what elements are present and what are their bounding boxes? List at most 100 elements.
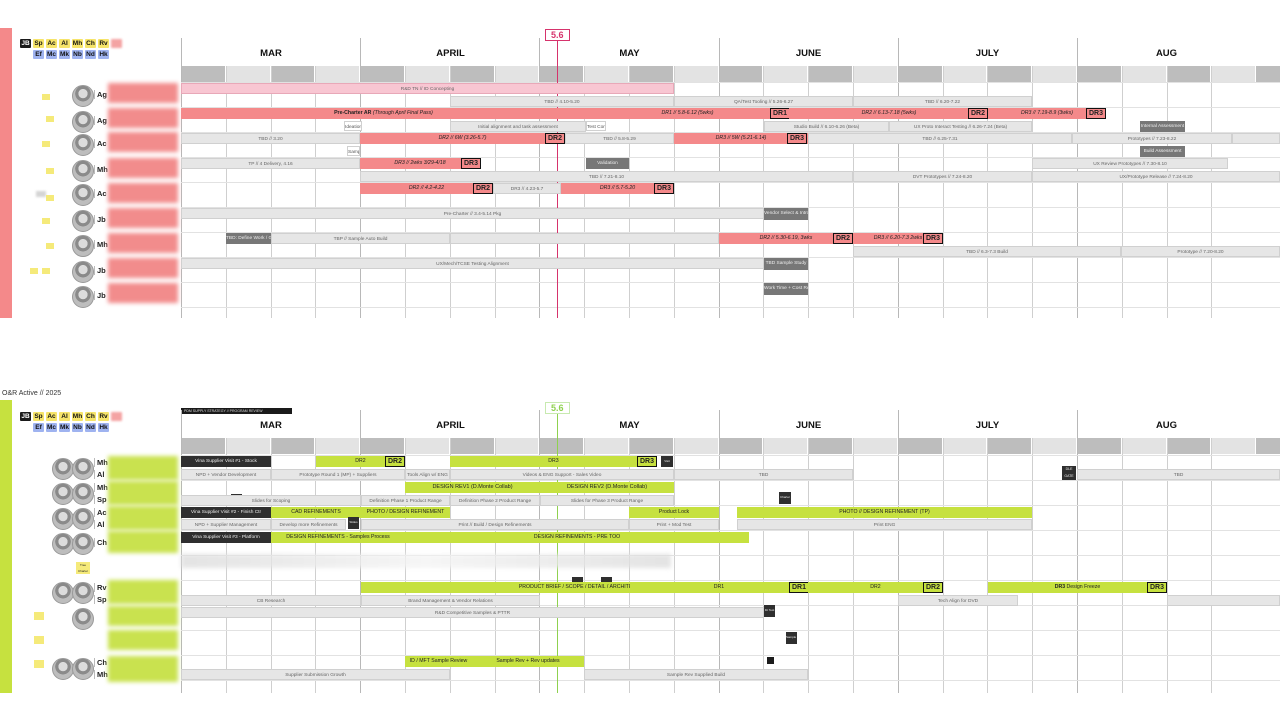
avatar[interactable] (72, 160, 94, 182)
dr-badge[interactable]: DR3 (654, 183, 675, 194)
legend-chip[interactable]: Ef (33, 50, 44, 59)
task-bar[interactable]: TBD Sample Study (764, 258, 808, 270)
legend-chip[interactable]: Mk (59, 50, 70, 59)
task-bar[interactable]: TBD: Define Work / Gantt (226, 233, 271, 244)
dr-badge[interactable]: DR2 (385, 456, 406, 467)
task-bar[interactable]: DR1 (630, 582, 808, 593)
legend-chip[interactable]: Rv (98, 39, 109, 48)
legend-chip[interactable]: Jp (111, 39, 122, 48)
task-bar[interactable]: DR3 // 6.20-7.3 2wks (853, 233, 943, 244)
avatar[interactable] (52, 658, 74, 680)
task-bar[interactable]: Brand Management & Vendor Relations (361, 595, 540, 606)
task-bar[interactable] (450, 233, 719, 244)
task-bar[interactable]: Tools Align w/ ENG (405, 469, 450, 480)
legend-chip[interactable]: Mc (46, 50, 57, 59)
task-bar[interactable]: Slides for Scoping (181, 495, 361, 506)
dr-badge[interactable]: DR2 (833, 233, 854, 244)
task-bar[interactable]: DR2 (316, 456, 405, 467)
task-bar[interactable]: ID / MFT Sample Review (405, 656, 472, 667)
task-bar[interactable]: Prototype Round 1 (MP) + Suppliers (271, 469, 405, 480)
legend-chip[interactable]: Rv (98, 412, 109, 421)
task-bar[interactable]: TP // 4 Delivery, 4.16 (181, 158, 360, 169)
task-bar[interactable]: DVT Prototypes // 7.24-8.20 (853, 171, 1032, 182)
task-bar[interactable]: Vendor Select & Intro Checkin (764, 208, 808, 220)
dr-badge[interactable]: DR3 (1086, 108, 1107, 119)
task-bar[interactable]: Print + Mod Test (629, 519, 719, 530)
dr-badge[interactable]: DR1 (770, 108, 791, 119)
task-bar[interactable]: TBD (674, 469, 853, 480)
task-bar[interactable]: Studio Build // 6.10-6.26 (Beta) (764, 121, 889, 132)
sticky-note[interactable]: Tree Charter (76, 562, 90, 574)
legend-chip[interactable]: Sp (33, 39, 44, 48)
task-bar[interactable]: Vina Supplier Visit #3 - Platform (181, 532, 271, 543)
dr-badge[interactable]: DR2 (473, 183, 494, 194)
task-bar[interactable]: Sampling (347, 146, 360, 156)
task-bar[interactable]: DR2 // 6W (3.26-5.7) (360, 133, 565, 144)
task-bar[interactable]: DR3 // 5.7-5.20 (561, 183, 674, 194)
task-bar[interactable]: Work Time + Cost Readout (764, 283, 808, 295)
task-bar[interactable]: Sample Rev + Rev updates (472, 656, 584, 667)
legend-chip[interactable]: Ef (33, 423, 44, 432)
task-bar[interactable]: DR3 (450, 456, 657, 467)
task-bar[interactable]: Vina Supplier Visit #2 - Finish Ctr (181, 507, 271, 518)
legend-chip[interactable]: Al (59, 39, 70, 48)
milestone-marker[interactable] (767, 657, 774, 664)
task-bar[interactable]: Pre-Charter // 3.4-5.14 Pkg (181, 208, 764, 219)
dr-badge[interactable]: DR2 (545, 133, 566, 144)
task-bar[interactable]: UX Review Prototypes // 7.30-8.10 (1032, 158, 1228, 169)
task-bar[interactable]: Print // Build / Design Refinements (361, 519, 629, 530)
task-bar[interactable]: R&D TN // ID Concepting (181, 83, 674, 94)
task-bar[interactable]: Vina Supplier Visit #1 - Stock (181, 456, 271, 467)
dr-badge[interactable]: DR3 (1147, 582, 1168, 593)
task-bar[interactable]: Prototypes // 7.23-8.22 (1072, 133, 1232, 144)
task-bar[interactable]: Develop more Refinements (271, 519, 346, 530)
task-bar[interactable]: DR3 // 5W (5.21-6.14) (674, 133, 808, 144)
task-bar[interactable]: DR1 // 5.8-6.12 (5wks) (586, 108, 789, 119)
task-bar[interactable]: Fit Test (764, 605, 775, 617)
legend-chip[interactable]: Al (59, 412, 70, 421)
legend-chip[interactable]: Mh (72, 39, 83, 48)
avatar[interactable] (72, 235, 94, 257)
task-bar[interactable]: Tech Align for DVD (898, 595, 1018, 606)
task-bar[interactable]: DR3 // 7.19-8.9 (3wks) (989, 108, 1105, 119)
legend-chip[interactable]: Nd (85, 423, 96, 432)
avatar[interactable] (52, 533, 74, 555)
task-bar[interactable]: UX/Prototype Release // 7.24-8.20 (1032, 171, 1280, 182)
legend-chip[interactable]: JB (20, 412, 31, 421)
task-bar[interactable]: TBD // 4.10-5.20 (450, 96, 674, 107)
avatar[interactable] (72, 184, 94, 206)
avatar[interactable] (72, 134, 94, 156)
legend-chip[interactable]: JB (20, 39, 31, 48)
dr-badge[interactable]: DR2 (968, 108, 989, 119)
task-bar[interactable]: Initial alignment and task assessment (450, 121, 586, 132)
task-bar[interactable]: TBD // 6.25-7.31 (808, 133, 1072, 144)
task-bar[interactable]: Sample Box (786, 632, 797, 644)
task-bar[interactable]: TBD // 5.8-5.29 (565, 133, 674, 144)
avatar[interactable] (72, 608, 94, 630)
avatar[interactable] (72, 483, 94, 505)
task-bar[interactable]: Validation (586, 158, 629, 169)
task-bar[interactable]: Ideation (344, 121, 362, 131)
avatar[interactable] (72, 533, 94, 555)
task-bar[interactable]: PHOTO / DESIGN REFINEMENT (361, 507, 450, 518)
task-bar[interactable]: Internal Assessment (1140, 121, 1185, 132)
avatar[interactable] (72, 261, 94, 283)
avatar[interactable] (72, 286, 94, 308)
task-bar[interactable]: DESIGN REFINEMENTS - PRE TOO (405, 532, 749, 543)
task-bar[interactable]: Pre-Charter AR (Through April Final Pass… (181, 108, 586, 119)
task-bar[interactable]: NPD + Supplier Management (181, 519, 271, 530)
avatar[interactable] (72, 458, 94, 480)
avatar[interactable] (72, 111, 94, 133)
legend-chip[interactable]: Hk (98, 423, 109, 432)
task-bar[interactable]: Sample Rev Supplied Build (584, 669, 808, 680)
task-bar[interactable]: DR2 // 5.30-6.19, 3wks (719, 233, 853, 244)
task-bar[interactable]: TBD // 3.20 (181, 133, 360, 144)
legend-chip[interactable]: Nb (72, 50, 83, 59)
avatar[interactable] (72, 210, 94, 232)
avatar[interactable] (72, 508, 94, 530)
legend-chip[interactable]: Hk (98, 50, 109, 59)
legend-chip[interactable]: Mh (72, 412, 83, 421)
task-bar[interactable]: DR2 // 6.13-7.18 (5wks) (789, 108, 989, 119)
task-bar[interactable]: DR2 // 4.2-4.22 (360, 183, 493, 194)
task-bar[interactable]: Supplier Submission Growth (181, 669, 450, 680)
